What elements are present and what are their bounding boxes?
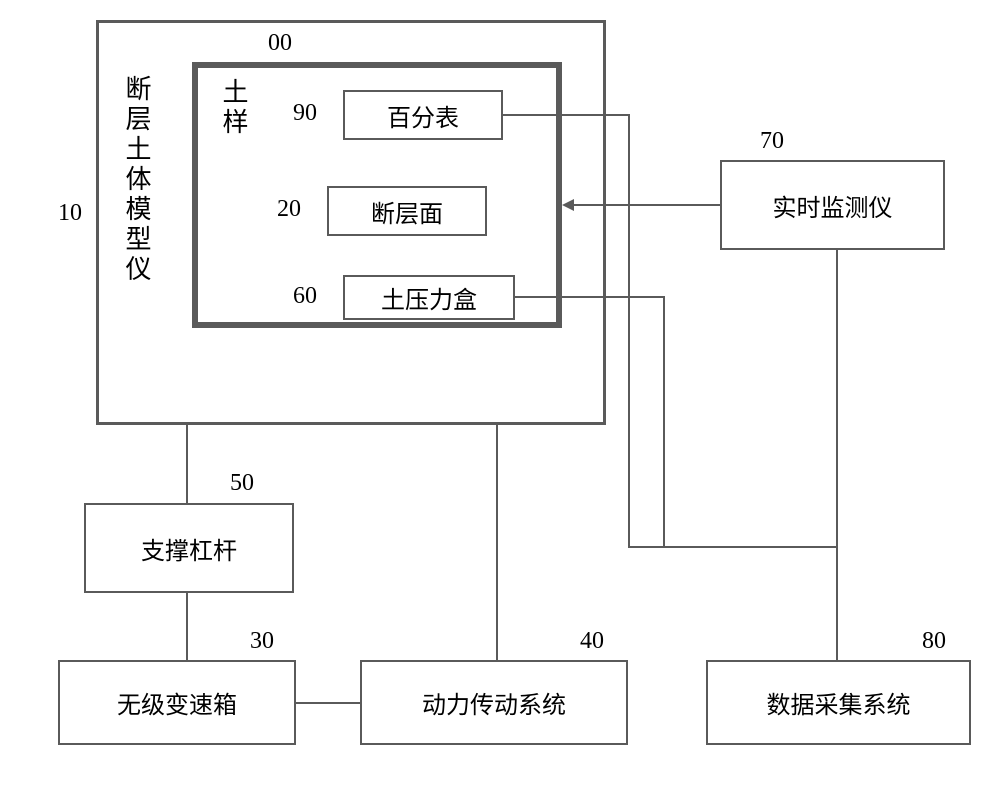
edge-70-80-v bbox=[836, 250, 838, 548]
edge-40-10 bbox=[496, 425, 498, 660]
label-num-90: 90 bbox=[293, 100, 317, 127]
block-30: 无级变速箱 bbox=[58, 660, 296, 745]
label-text-10: 断层土体模型仪 bbox=[118, 75, 155, 285]
block-40-text: 动力传动系统 bbox=[422, 685, 566, 720]
label-num-20: 20 bbox=[277, 196, 301, 223]
block-90: 百分表 bbox=[343, 90, 503, 140]
label-num-60: 60 bbox=[293, 283, 317, 310]
block-80-text: 数据采集系统 bbox=[767, 685, 911, 720]
block-50-text: 支撑杠杆 bbox=[141, 531, 237, 566]
edge-90-80-v bbox=[628, 114, 630, 546]
label-num-40: 40 bbox=[580, 628, 604, 655]
edge-30-40 bbox=[296, 702, 360, 704]
block-20-text: 断层面 bbox=[371, 194, 443, 229]
edge-10-50 bbox=[186, 425, 188, 503]
label-num-50: 50 bbox=[230, 470, 254, 497]
block-70-text: 实时监测仪 bbox=[773, 188, 893, 223]
edge-80-drop bbox=[836, 546, 838, 660]
edge-90-80-h1 bbox=[503, 114, 630, 116]
edge-50-30 bbox=[186, 593, 188, 660]
block-60-text: 土压力盒 bbox=[381, 280, 477, 315]
block-90-text: 百分表 bbox=[387, 98, 459, 133]
label-num-30: 30 bbox=[250, 628, 274, 655]
block-80: 数据采集系统 bbox=[706, 660, 971, 745]
label-num-00: 00 bbox=[268, 30, 292, 57]
block-30-text: 无级变速箱 bbox=[117, 685, 237, 720]
edge-70-00 bbox=[574, 204, 720, 206]
edge-60-80-v bbox=[663, 296, 665, 546]
label-num-70: 70 bbox=[760, 128, 784, 155]
label-num-80: 80 bbox=[922, 628, 946, 655]
edge-60-80-h1 bbox=[515, 296, 665, 298]
block-20: 断层面 bbox=[327, 186, 487, 236]
block-50: 支撑杠杆 bbox=[84, 503, 294, 593]
block-40: 动力传动系统 bbox=[360, 660, 628, 745]
arrow-70-00 bbox=[562, 199, 574, 211]
block-60: 土压力盒 bbox=[343, 275, 515, 320]
edge-collect-80 bbox=[628, 546, 838, 548]
label-text-00: 土样 bbox=[215, 78, 252, 138]
label-num-10: 10 bbox=[58, 200, 82, 227]
block-70: 实时监测仪 bbox=[720, 160, 945, 250]
